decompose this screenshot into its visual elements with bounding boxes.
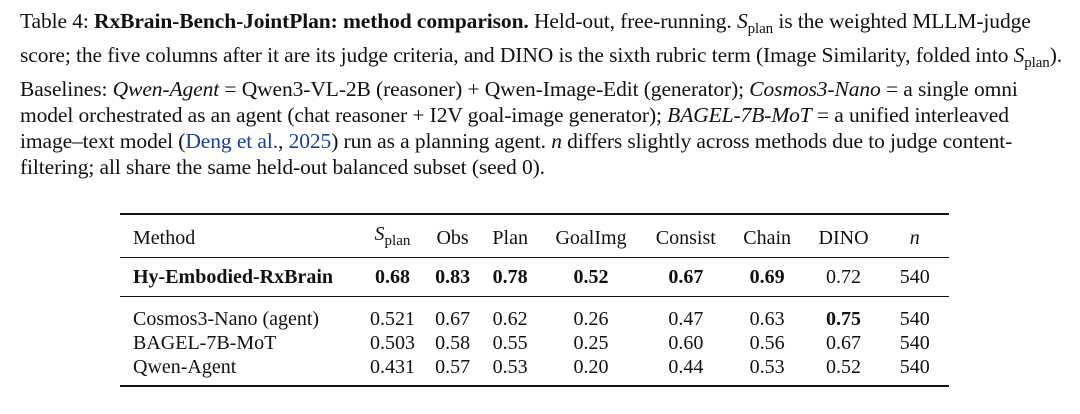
- table-header: Method Splan Obs Plan GoalImg Consist Ch…: [120, 214, 949, 258]
- caption-segment: ). Baselines:: [20, 43, 1063, 101]
- cell-dino: 0.75: [826, 308, 862, 330]
- header-dino: DINO: [818, 226, 869, 249]
- caption-segment: ) run as a planning agent.: [331, 129, 552, 153]
- cell-goalimg: 0.25: [573, 332, 609, 354]
- cell-plan: 0.53: [492, 356, 528, 378]
- cell-n: 540: [899, 266, 930, 288]
- citation-authors[interactable]: Deng et al.: [185, 129, 279, 153]
- header-goalimg: GoalImg: [555, 226, 627, 249]
- cell-splan: 0.68: [374, 266, 410, 288]
- caption-segment: = a unified interleaved image–text model…: [20, 103, 1009, 153]
- cell-obs: 0.57: [435, 356, 471, 378]
- cell-splan: 0.521: [369, 308, 415, 330]
- n-symbol: n: [551, 129, 562, 153]
- header-row: Method Splan Obs Plan GoalImg Consist Ch…: [120, 214, 949, 258]
- results-table: Method Splan Obs Plan GoalImg Consist Ch…: [120, 213, 949, 387]
- baseline-name: BAGEL-7B-MoT: [667, 103, 812, 127]
- cell-method: BAGEL-7B-MoT: [133, 332, 277, 354]
- caption-title: RxBrain-Bench-JointPlan: method comparis…: [94, 9, 529, 33]
- cell-splan: 0.503: [369, 332, 415, 354]
- cell-method: Hy-Embodied-RxBrain: [133, 266, 334, 288]
- splan-symbol: S: [736, 9, 748, 33]
- baseline-name: Qwen-Agent: [112, 77, 220, 101]
- cell-dino: 0.72: [826, 266, 862, 288]
- table-row: Qwen-Agent 0.431 0.57 0.53 0.20 0.44 0.5…: [120, 355, 949, 386]
- header-method: Method: [133, 226, 196, 249]
- caption-segment: = a single omni model orchestrated as an…: [20, 77, 1018, 127]
- cell-chain: 0.56: [749, 332, 785, 354]
- baseline-name: Cosmos3-Nano: [749, 77, 881, 101]
- splan-symbol: S: [374, 223, 385, 245]
- cell-n: 540: [899, 356, 930, 378]
- cell-dino: 0.67: [826, 332, 862, 354]
- cell-chain: 0.69: [749, 266, 785, 288]
- splan-subscript: plan: [384, 233, 411, 249]
- header-n: n: [909, 226, 920, 249]
- caption-text: Table 4: RxBrain-Bench-JointPlan: method…: [20, 8, 1065, 180]
- citation-link[interactable]: Deng et al., 2025: [185, 129, 331, 153]
- cell-plan: 0.55: [492, 332, 528, 354]
- cell-obs: 0.67: [435, 308, 471, 330]
- header-chain: Chain: [743, 226, 792, 249]
- caption-segment: = Qwen3-VL-2B (reasoner) + Qwen-Image-Ed…: [219, 77, 750, 101]
- table-row: Cosmos3-Nano (agent) 0.521 0.67 0.62 0.2…: [120, 297, 949, 332]
- splan-symbol: S: [1013, 43, 1025, 67]
- cell-method: Qwen-Agent: [133, 356, 237, 378]
- baseline-rows: Cosmos3-Nano (agent) 0.521 0.67 0.62 0.2…: [120, 297, 949, 386]
- cell-obs: 0.83: [435, 266, 471, 288]
- header-plan: Plan: [492, 226, 528, 249]
- cell-n: 540: [899, 332, 930, 354]
- cell-consist: 0.44: [668, 356, 704, 378]
- splan-subscript: plan: [747, 21, 774, 37]
- caption-segment: differs slightly across methods due to j…: [20, 129, 1013, 179]
- cell-consist: 0.60: [668, 332, 704, 354]
- cell-chain: 0.53: [749, 356, 785, 378]
- splan-subscript: plan: [1024, 55, 1050, 71]
- header-consist: Consist: [655, 226, 716, 249]
- cell-goalimg: 0.52: [573, 266, 609, 288]
- cell-splan: 0.431: [369, 356, 415, 378]
- cell-consist: 0.67: [668, 266, 704, 288]
- header-splan: Splan: [362, 214, 423, 258]
- cell-goalimg: 0.20: [573, 356, 609, 378]
- cell-obs: 0.58: [435, 332, 471, 354]
- citation-separator: ,: [278, 129, 289, 153]
- cell-goalimg: 0.26: [573, 308, 609, 330]
- cell-plan: 0.78: [492, 266, 528, 288]
- caption-label: Table 4:: [20, 9, 89, 33]
- cell-dino: 0.52: [826, 356, 862, 378]
- cell-n: 540: [899, 308, 930, 330]
- cell-chain: 0.63: [749, 308, 785, 330]
- table-caption: Table 4: RxBrain-Bench-JointPlan: method…: [20, 8, 1065, 180]
- cell-plan: 0.62: [492, 308, 528, 330]
- caption-segment: is the weighted MLLM-judge score; the fi…: [20, 9, 1031, 67]
- header-obs: Obs: [436, 226, 469, 249]
- cell-method: Cosmos3-Nano (agent): [133, 308, 320, 330]
- citation-year[interactable]: 2025: [288, 129, 332, 153]
- caption-segment: Held-out, free-running.: [528, 9, 737, 33]
- proposed-method-rows: Hy-Embodied-RxBrain 0.68 0.83 0.78 0.52 …: [120, 258, 949, 297]
- table-row: Hy-Embodied-RxBrain 0.68 0.83 0.78 0.52 …: [120, 258, 949, 297]
- cell-consist: 0.47: [668, 308, 704, 330]
- table-row: BAGEL-7B-MoT 0.503 0.58 0.55 0.25 0.60 0…: [120, 331, 949, 355]
